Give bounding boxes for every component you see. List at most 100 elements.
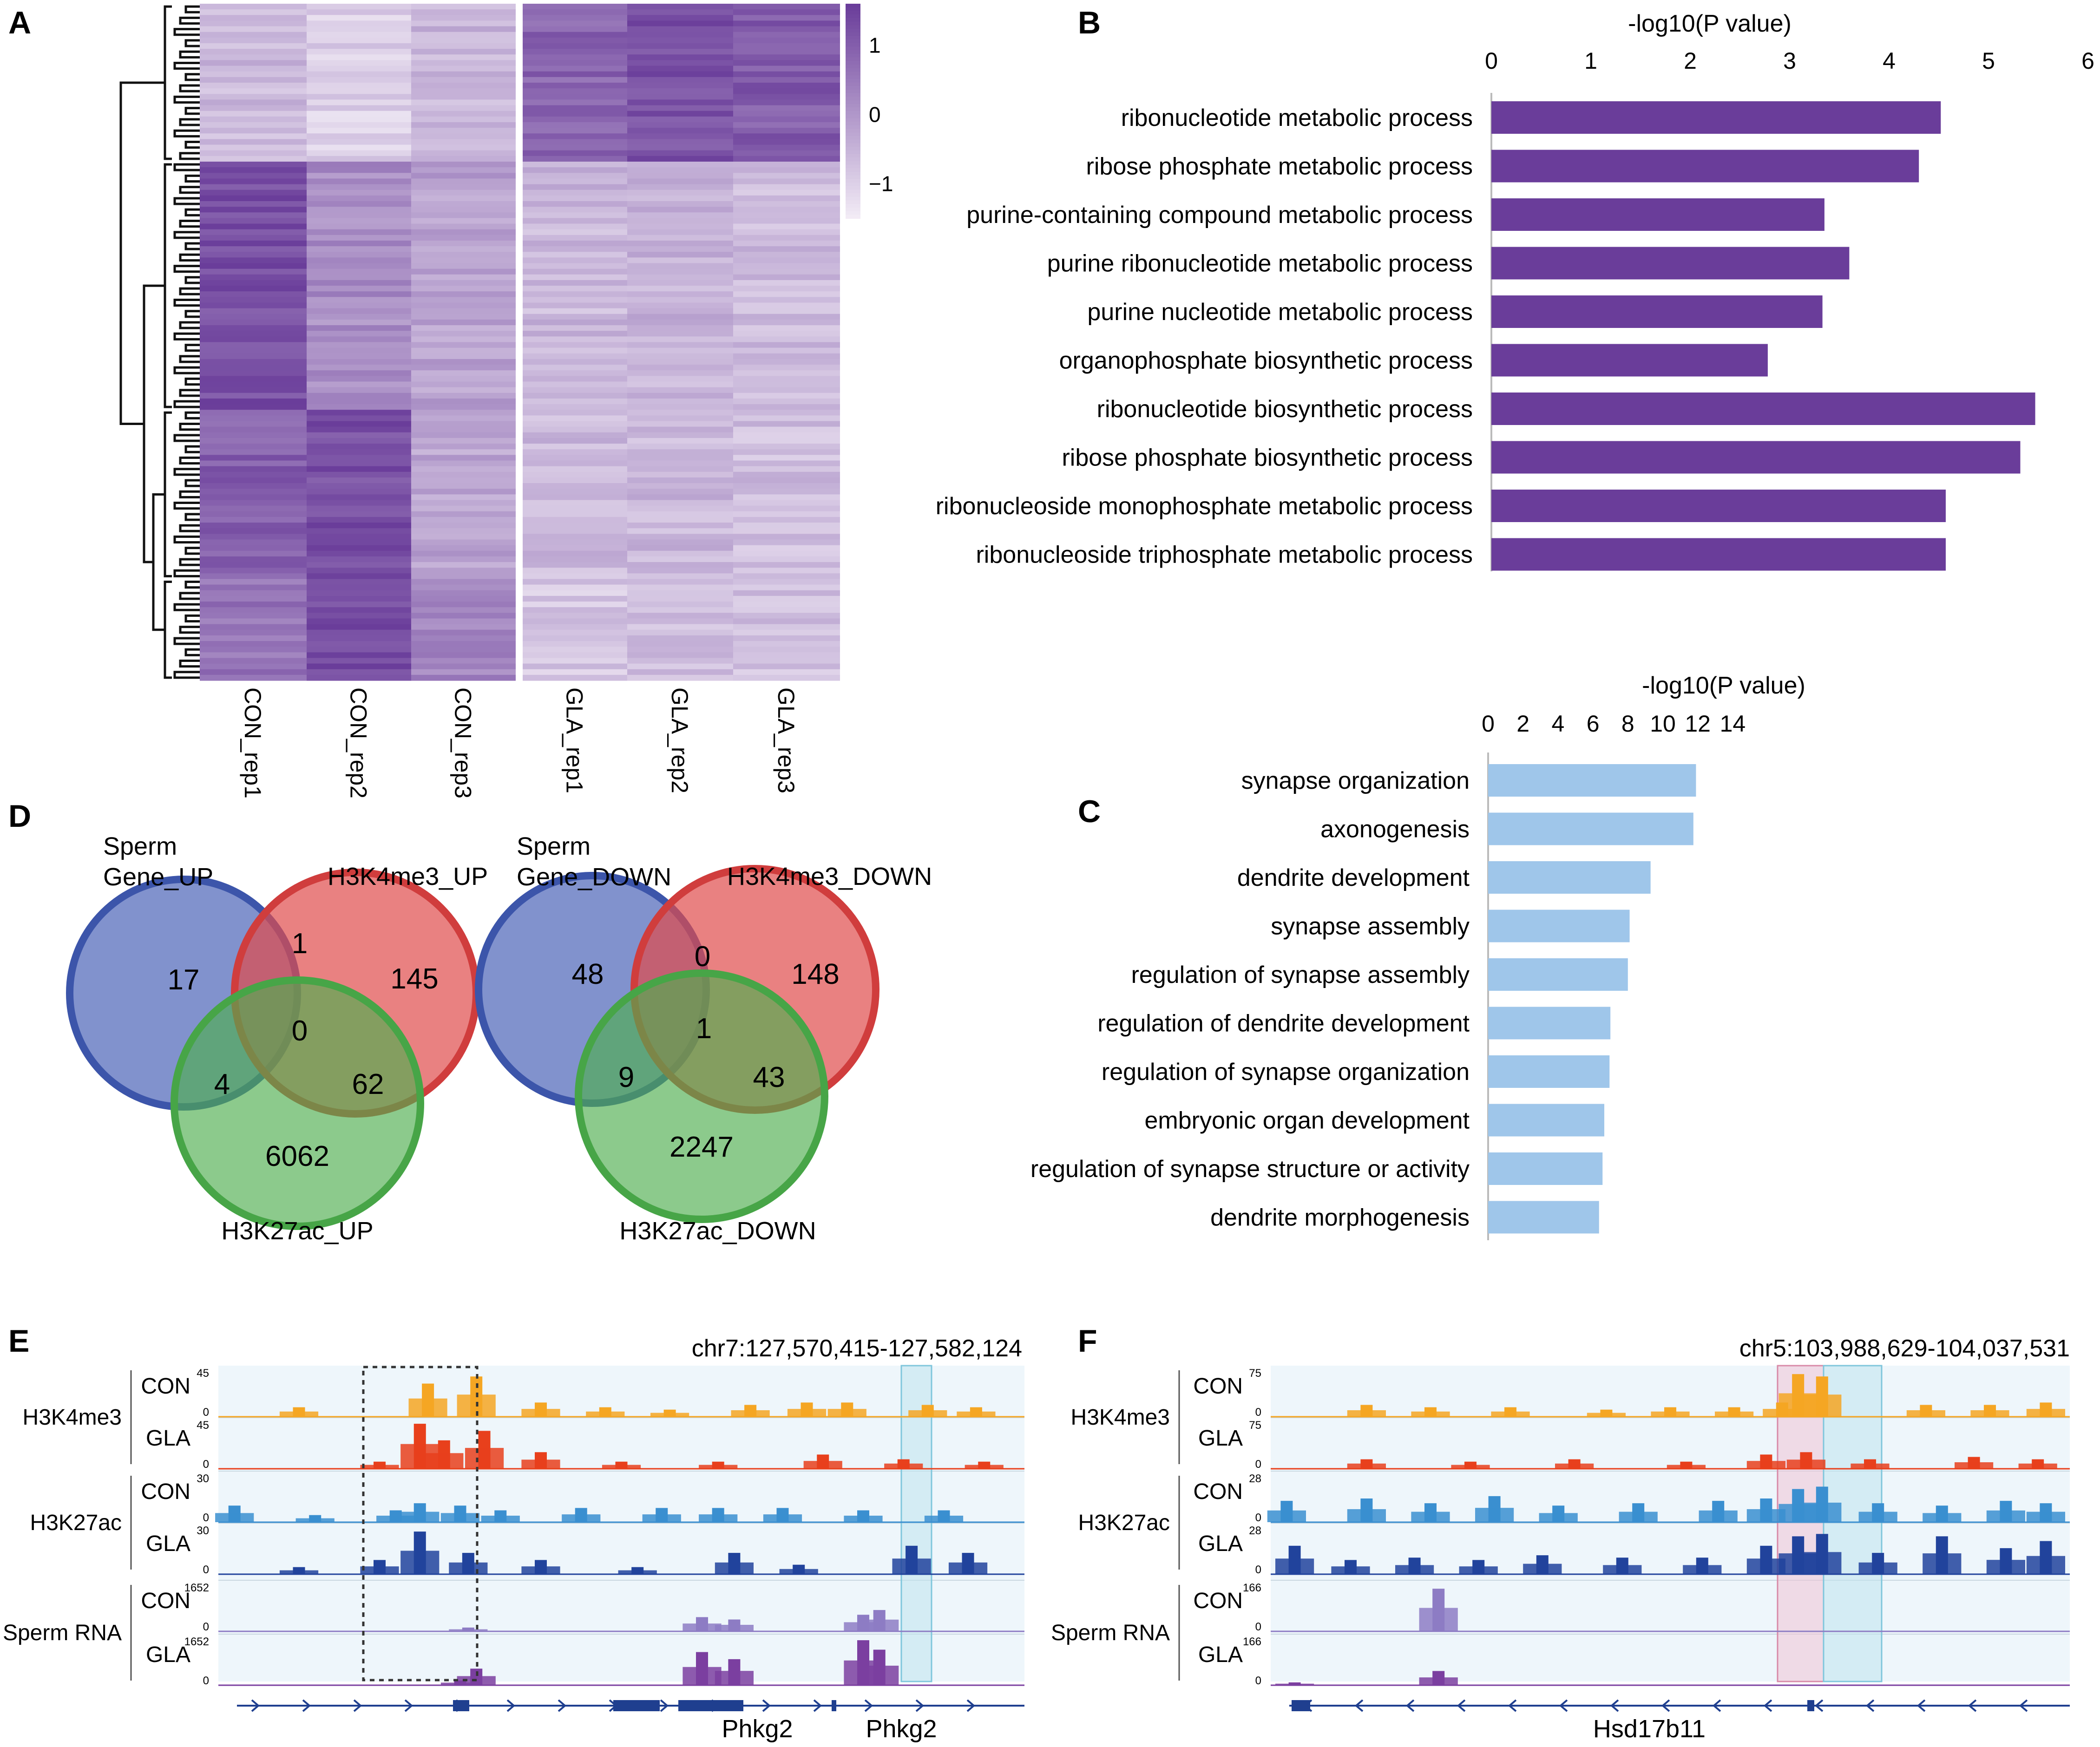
heatmap-cell — [523, 229, 627, 236]
heatmap-cell — [523, 144, 627, 151]
heatmap-cell — [200, 156, 307, 162]
heatmap-cell — [733, 212, 840, 218]
track-sample-label: CON — [1193, 1589, 1243, 1613]
heatmap-cell — [627, 190, 733, 196]
signal-shoulder — [731, 1410, 770, 1417]
heatmap-cell — [523, 415, 627, 422]
heatmap-cell — [627, 353, 733, 360]
colorbar-segment — [846, 154, 860, 158]
heatmap-cell — [307, 336, 411, 343]
track-group-label: H3K4me3 — [1071, 1405, 1170, 1430]
heatmap-cell — [307, 573, 411, 580]
heatmap-cell — [523, 116, 627, 123]
go-bar-chart-b: -log10(P value) 0 1 2 3 4 5 6 ribonucleotide me… — [936, 10, 2094, 571]
heatmap-cell — [733, 629, 840, 636]
heatmap-cell — [411, 500, 516, 506]
dendrogram-branch — [173, 95, 200, 104]
signal-shoulder — [1395, 1565, 1434, 1574]
heatmap-cell — [307, 144, 411, 151]
genomic-region-label: chr7:127,570,415-127,582,124 — [692, 1335, 1022, 1362]
category-label: dendrite morphogenesis — [1210, 1204, 1470, 1231]
track-sample-label: CON — [141, 1479, 190, 1504]
track-sample-label: CON — [1193, 1374, 1243, 1399]
heatmap-cell — [627, 438, 733, 444]
dendrogram-branch — [179, 118, 200, 126]
heatmap-cell — [627, 201, 733, 207]
heatmap-cell — [307, 347, 411, 354]
gene-strand-arrow — [1968, 1699, 1977, 1712]
heatmap-cell — [627, 133, 733, 139]
heatmap-cell — [627, 404, 733, 410]
colorbar-segment — [846, 46, 860, 51]
venn-count: 1 — [696, 1013, 712, 1045]
heatmap-cell — [733, 116, 840, 123]
colorbar-segment — [846, 190, 860, 194]
heatmap-cell — [733, 257, 840, 264]
heatmap-cell — [523, 111, 627, 117]
heatmap-cell — [627, 613, 733, 619]
signal-shoulder — [803, 1461, 842, 1469]
heatmap-cell — [200, 449, 307, 455]
heatmap-cell — [733, 595, 840, 602]
heatmap-cell — [307, 314, 411, 320]
heatmap-cell — [200, 489, 307, 495]
heatmap-cell — [523, 387, 627, 393]
heatmap-cell — [307, 539, 411, 546]
heatmap-cell — [200, 415, 307, 422]
heatmap-cell — [200, 550, 307, 557]
bar — [1491, 247, 1850, 280]
heatmap-cell — [200, 302, 307, 309]
heatmap-cell — [733, 20, 840, 27]
heatmap-cell — [523, 674, 627, 681]
heatmap-cell — [523, 252, 627, 258]
signal-shoulder — [1651, 1411, 1690, 1417]
heatmap-cell — [200, 511, 307, 517]
heatmap-cell — [307, 404, 411, 410]
heatmap-cell — [200, 523, 307, 529]
colorbar-segment — [846, 61, 860, 65]
heatmap-cell — [733, 32, 840, 38]
track-sample-label: GLA — [146, 1531, 190, 1556]
heatmap-grid — [200, 4, 840, 681]
venn-count: 2247 — [669, 1131, 734, 1163]
heatmap-cell — [523, 178, 627, 185]
heatmap-cell — [307, 116, 411, 123]
heatmap-cell — [411, 393, 516, 399]
dendrogram-branch — [173, 129, 200, 137]
heatmap-cell — [307, 629, 411, 636]
dendrogram-branch — [164, 411, 172, 577]
colorbar-segment — [846, 72, 860, 76]
heatmap-cell — [733, 658, 840, 664]
signal-shoulder — [1331, 1566, 1370, 1574]
signal-shoulder — [2026, 1511, 2065, 1522]
bar — [1491, 393, 2035, 425]
heatmap-cell — [411, 37, 516, 44]
x-tick-label: 6 — [2081, 48, 2094, 74]
track-max-label: 28 — [1249, 1525, 1261, 1537]
signal-shoulder — [965, 1465, 1004, 1469]
heatmap-cell — [733, 190, 840, 196]
heatmap-cell — [411, 404, 516, 410]
heatmap-cell — [200, 365, 307, 371]
heatmap-cell — [627, 471, 733, 478]
heatmap-cell — [411, 128, 516, 134]
heatmap-cell — [307, 381, 411, 388]
heatmap-cell — [733, 449, 840, 455]
signal-shoulder — [562, 1514, 601, 1522]
heatmap-cell — [627, 607, 733, 613]
colorbar-segment — [846, 97, 860, 101]
venn-label-h3k4me3-up: H3K4me3_UP — [328, 863, 488, 890]
dendrogram-branch — [184, 614, 200, 623]
signal-shoulder — [860, 1665, 899, 1685]
heatmap-cell — [411, 82, 516, 89]
colorbar-segment — [846, 14, 860, 19]
heatmap-cell — [411, 415, 516, 422]
heatmap-cell — [627, 26, 733, 33]
category-label: purine-containing compound metabolic pro… — [966, 202, 1473, 229]
heatmap-cell — [733, 365, 840, 371]
dendrogram-branch — [164, 163, 172, 408]
heatmap-cell — [733, 647, 840, 653]
heatmap-cell — [523, 658, 627, 664]
venn-count: 4 — [214, 1068, 230, 1100]
heatmap-cell — [627, 15, 733, 21]
